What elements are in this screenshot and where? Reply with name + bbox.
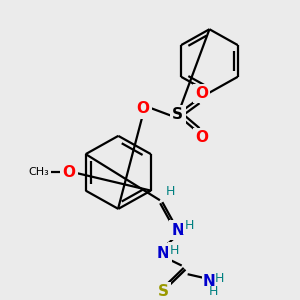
Text: H: H (166, 185, 176, 198)
Text: O: O (62, 165, 75, 180)
Text: H: H (209, 285, 218, 298)
Text: O: O (136, 101, 150, 116)
Text: O: O (195, 130, 208, 145)
Text: S: S (172, 107, 183, 122)
Text: N: N (203, 274, 216, 290)
Text: S: S (158, 284, 168, 299)
Text: H: H (170, 244, 179, 257)
Text: N: N (157, 246, 169, 261)
Text: H: H (185, 219, 194, 232)
Text: H: H (215, 272, 224, 284)
Text: N: N (171, 223, 184, 238)
Text: O: O (195, 86, 208, 101)
Text: CH₃: CH₃ (29, 167, 50, 177)
